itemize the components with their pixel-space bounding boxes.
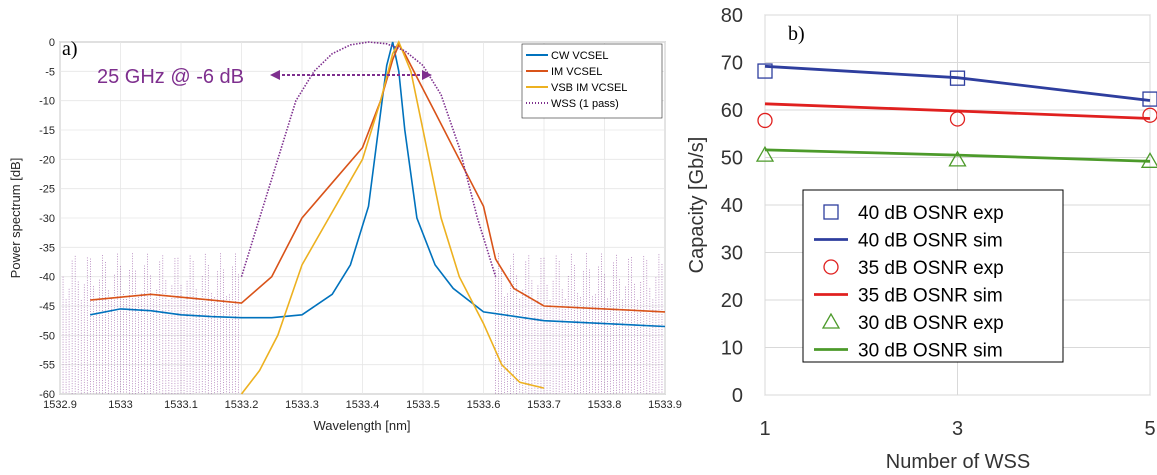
x-axis-title-a: Wavelength [nm] <box>313 418 410 433</box>
y-tick-label: 60 <box>721 100 743 122</box>
x-tick-label: 1533.5 <box>406 399 440 411</box>
y-tick-label: -40 <box>39 272 55 284</box>
legend-im: IM VCSEL <box>551 66 602 78</box>
y-tick-label: 80 <box>721 5 743 27</box>
exp-point-5 <box>948 150 967 167</box>
exp-point-1 <box>757 63 773 79</box>
y-tick-label: -15 <box>39 125 55 137</box>
legend-b: 40 dB OSNR exp 40 dB OSNR sim 35 dB OSNR e… <box>802 189 1064 363</box>
x-tick-label: 1533.1 <box>164 399 198 411</box>
x-tick-label: 1533.3 <box>285 399 319 411</box>
x-tick-label: 1533.8 <box>588 399 622 411</box>
y-tick-label: 10 <box>721 338 743 360</box>
x-tick-label: 1533.4 <box>346 399 380 411</box>
legend-label-1: 40 dB OSNR exp <box>858 203 1004 224</box>
spectrum-chart: 1532.9 1533 1533.1 1533.2 1533.3 1533.4 1533.5… <box>8 37 682 433</box>
arrow-head-right <box>422 70 432 80</box>
y-tick-label: -25 <box>39 184 55 196</box>
panel-label-b: b) <box>788 23 805 45</box>
x-tick-label: 1533.7 <box>527 399 561 411</box>
exp-point-3 <box>757 112 773 129</box>
legend-cw: CW VCSEL <box>551 50 608 62</box>
y-tick-label: -50 <box>39 330 55 342</box>
sim-line-6 <box>764 148 1151 163</box>
x-tick-label: 1533.9 <box>648 399 682 411</box>
series-line-4 <box>240 41 497 277</box>
series-line-2 <box>90 43 666 313</box>
y-tick-label: 40 <box>721 195 743 217</box>
legend-label-4: 35 dB OSNR sim <box>858 286 1003 307</box>
legend-marker-1 <box>823 204 839 220</box>
series-group-a <box>62 40 666 395</box>
exp-point-5 <box>755 145 775 162</box>
sim-line-4 <box>764 102 1151 120</box>
y-tick-label: -5 <box>45 66 55 78</box>
panel-label-a: a) <box>62 38 78 60</box>
x-tick-label: 1 <box>759 418 770 440</box>
x-tick-label: 1533.2 <box>225 399 259 411</box>
x-axis-title-b: Number of WSS <box>886 451 1030 473</box>
y-axis-title-a: Power spectrum [dB] <box>8 158 23 279</box>
x-tick-label: 1533.6 <box>467 399 501 411</box>
ticks-a: 1532.9 1533 1533.1 1533.2 1533.3 1533.4 1533.5… <box>39 37 682 411</box>
x-tick-label: 5 <box>1144 418 1155 440</box>
sim-line-2 <box>764 64 1151 102</box>
legend-a: CW VCSEL IM VCSEL VSB IM VCSEL WSS (1 pa… <box>521 43 663 119</box>
y-tick-label: -10 <box>39 96 55 108</box>
legend-marker-5 <box>821 312 841 329</box>
exp-point-3 <box>1142 107 1157 123</box>
legend-label-3: 35 dB OSNR exp <box>858 258 1004 279</box>
y-tick-label: -60 <box>39 389 55 401</box>
y-tick-label: 70 <box>721 53 743 75</box>
series-line-3 <box>240 40 545 395</box>
arrow-head-left <box>270 70 280 80</box>
legend-label-6: 30 dB OSNR sim <box>858 341 1003 362</box>
y-tick-label: -30 <box>39 213 55 225</box>
y-tick-label: -35 <box>39 242 55 254</box>
y-tick-label: 20 <box>721 290 743 312</box>
series-group-b <box>755 63 1157 168</box>
x-tick-label: 1532.9 <box>43 399 77 411</box>
bandwidth-annotation: 25 GHz @ -6 dB <box>97 66 244 88</box>
y-tick-label: -20 <box>39 154 55 166</box>
y-axis-title-b: Capacity [Gb/s] <box>686 137 708 274</box>
ticks-b: 0 10 20 30 40 50 60 70 80 1 3 5 <box>721 5 1156 440</box>
y-tick-label: 30 <box>721 243 743 265</box>
legend-marker-3 <box>823 259 839 275</box>
legend-label-5: 30 dB OSNR exp <box>858 313 1004 334</box>
legend-wss: WSS (1 pass) <box>551 98 619 110</box>
series-line-1 <box>90 41 666 328</box>
x-tick-label: 3 <box>952 418 963 440</box>
y-tick-label: -45 <box>39 301 55 313</box>
y-tick-label: 0 <box>732 385 743 407</box>
x-tick-label: 1533 <box>108 399 132 411</box>
y-tick-label: 0 <box>49 37 55 49</box>
legend-vsb: VSB IM VCSEL <box>551 82 627 94</box>
y-tick-label: -55 <box>39 360 55 372</box>
legend-label-2: 40 dB OSNR sim <box>858 231 1003 252</box>
y-tick-label: 50 <box>721 148 743 170</box>
